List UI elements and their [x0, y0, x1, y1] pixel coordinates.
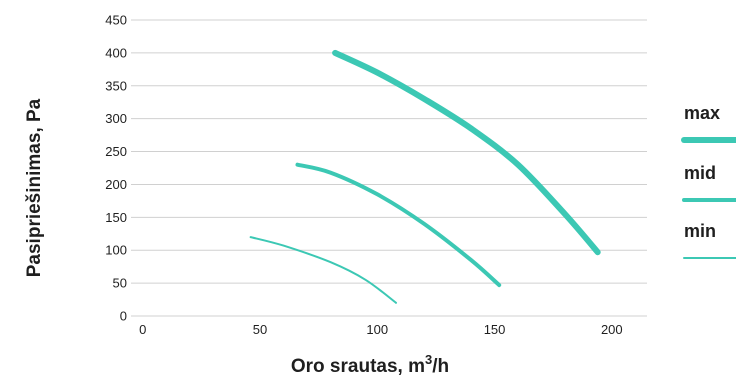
y-tick-labels: 0 50 100 150 200 250 300 350 400 450: [105, 13, 127, 324]
x-tick-label: 150: [484, 322, 506, 337]
y-tick-label: 300: [105, 111, 127, 126]
series-line-max: [332, 49, 601, 256]
y-tick-label: 100: [105, 243, 127, 258]
x-tick-labels: 0 50 100 150 200: [139, 322, 623, 337]
y-tick-label: 350: [105, 78, 127, 93]
x-tick-label: 50: [253, 322, 267, 337]
x-axis-title-superscript: 3: [425, 352, 432, 367]
legend-label-mid: mid: [684, 163, 716, 183]
y-tick-label: 50: [113, 276, 127, 291]
x-tick-label: 100: [366, 322, 388, 337]
y-tick-label: 0: [120, 309, 127, 324]
series-line-min: [249, 236, 397, 304]
y-tick-label: 400: [105, 45, 127, 60]
grid-lines: [131, 19, 647, 317]
y-tick-label: 150: [105, 210, 127, 225]
x-axis-title-suffix: /h: [432, 356, 449, 376]
legend-label-min: min: [684, 221, 716, 241]
series-lines: [249, 49, 601, 304]
y-tick-label: 450: [105, 13, 127, 28]
x-axis-title: Oro srautas, m3/h: [291, 352, 449, 376]
x-tick-label: 0: [139, 322, 146, 337]
series-line-mid: [295, 162, 502, 288]
legend: max mid min: [681, 103, 736, 259]
y-tick-label: 250: [105, 144, 127, 159]
legend-label-max: max: [684, 103, 720, 123]
x-tick-label: 200: [601, 322, 623, 337]
y-tick-label: 200: [105, 177, 127, 192]
y-axis-title: Pasipriešinimas, Pa: [24, 98, 45, 277]
x-axis-title-main: Oro srautas, m: [291, 356, 425, 376]
